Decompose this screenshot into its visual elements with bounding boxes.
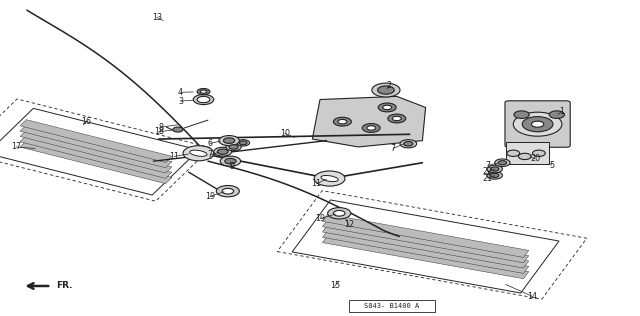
Circle shape xyxy=(197,96,210,103)
Text: 7: 7 xyxy=(485,161,490,170)
Polygon shape xyxy=(20,136,172,178)
Circle shape xyxy=(338,119,347,124)
Circle shape xyxy=(362,124,380,132)
Text: 13: 13 xyxy=(152,13,162,22)
Circle shape xyxy=(388,114,406,123)
Text: 6: 6 xyxy=(207,139,212,148)
Circle shape xyxy=(498,161,507,165)
Circle shape xyxy=(400,140,417,148)
Circle shape xyxy=(507,150,520,156)
Circle shape xyxy=(229,145,238,149)
Polygon shape xyxy=(323,220,529,263)
Text: 16: 16 xyxy=(81,117,92,126)
Circle shape xyxy=(531,121,544,127)
Circle shape xyxy=(214,147,232,156)
Polygon shape xyxy=(323,230,529,273)
Circle shape xyxy=(372,83,400,97)
Text: 22: 22 xyxy=(483,167,493,176)
Circle shape xyxy=(532,150,545,156)
Text: 18: 18 xyxy=(154,127,164,136)
Circle shape xyxy=(513,112,562,136)
Text: 2: 2 xyxy=(387,81,392,90)
Circle shape xyxy=(226,143,241,151)
Circle shape xyxy=(367,126,376,130)
Circle shape xyxy=(200,90,207,93)
Ellipse shape xyxy=(321,175,339,182)
Circle shape xyxy=(487,165,502,173)
Polygon shape xyxy=(323,235,529,279)
Text: 12: 12 xyxy=(344,221,354,229)
Circle shape xyxy=(333,117,351,126)
Text: 10: 10 xyxy=(280,129,290,138)
Circle shape xyxy=(173,127,183,132)
Ellipse shape xyxy=(189,150,207,156)
Circle shape xyxy=(216,185,239,197)
Circle shape xyxy=(495,159,510,167)
Circle shape xyxy=(383,105,392,110)
Circle shape xyxy=(490,167,499,171)
Circle shape xyxy=(237,140,250,146)
Text: 5: 5 xyxy=(549,161,554,170)
Polygon shape xyxy=(20,125,172,168)
Polygon shape xyxy=(312,96,426,147)
Text: 17: 17 xyxy=(11,143,21,151)
Polygon shape xyxy=(323,214,529,258)
FancyBboxPatch shape xyxy=(505,101,570,147)
Circle shape xyxy=(378,103,396,112)
Text: 9: 9 xyxy=(229,162,234,171)
Polygon shape xyxy=(292,200,559,293)
Text: 1: 1 xyxy=(559,107,564,116)
Text: S843- B1400 A: S843- B1400 A xyxy=(364,303,420,309)
Circle shape xyxy=(522,117,553,132)
Text: 11: 11 xyxy=(311,179,321,188)
Circle shape xyxy=(404,142,413,146)
Text: 14: 14 xyxy=(527,292,538,301)
Circle shape xyxy=(487,172,502,179)
Text: 8: 8 xyxy=(159,123,164,131)
Text: 7: 7 xyxy=(207,150,212,159)
Circle shape xyxy=(223,138,235,143)
FancyBboxPatch shape xyxy=(349,300,435,312)
Circle shape xyxy=(549,111,564,118)
Text: 19: 19 xyxy=(315,214,325,223)
Text: 20: 20 xyxy=(530,154,540,163)
Circle shape xyxy=(222,188,234,194)
Circle shape xyxy=(392,116,401,121)
Text: 15: 15 xyxy=(330,282,340,290)
Polygon shape xyxy=(20,120,172,162)
Text: FR.: FR. xyxy=(56,282,73,290)
Circle shape xyxy=(514,111,529,118)
Text: 4: 4 xyxy=(178,88,183,97)
Circle shape xyxy=(239,141,247,145)
Text: 7: 7 xyxy=(390,144,396,153)
Text: 21: 21 xyxy=(483,174,493,183)
Polygon shape xyxy=(20,141,172,184)
Circle shape xyxy=(219,136,239,146)
Circle shape xyxy=(378,86,394,94)
Polygon shape xyxy=(20,130,172,173)
Circle shape xyxy=(220,156,241,166)
FancyBboxPatch shape xyxy=(506,142,549,164)
Circle shape xyxy=(183,146,214,161)
Polygon shape xyxy=(323,225,529,268)
Circle shape xyxy=(193,94,214,105)
Text: 11: 11 xyxy=(169,152,179,161)
Text: 19: 19 xyxy=(205,192,215,201)
Circle shape xyxy=(197,88,210,95)
Circle shape xyxy=(518,153,531,160)
Circle shape xyxy=(490,173,499,178)
Circle shape xyxy=(328,208,351,219)
Circle shape xyxy=(314,171,345,186)
Text: 3: 3 xyxy=(178,97,183,106)
Circle shape xyxy=(218,149,228,154)
Polygon shape xyxy=(0,108,199,195)
Circle shape xyxy=(333,210,345,216)
Circle shape xyxy=(225,158,236,164)
